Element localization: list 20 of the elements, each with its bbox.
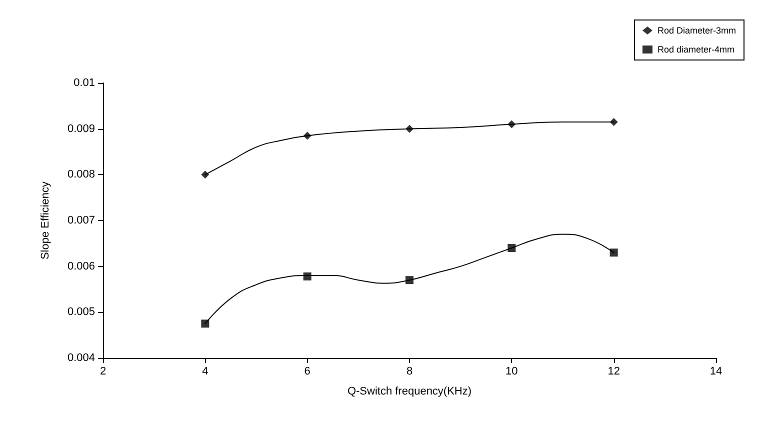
- point: [610, 248, 618, 257]
- x-tick-label: 14: [710, 366, 722, 378]
- y-tick-label: 0.005: [67, 306, 95, 318]
- x-tick-label: 10: [506, 366, 518, 378]
- x-tick-label: 2: [100, 366, 106, 378]
- y-tick-label: 0.006: [67, 260, 95, 272]
- legend-label: Rod diameter-4mm: [657, 44, 735, 54]
- y-tick-label: 0.01: [74, 77, 95, 89]
- legend-label: Rod Diameter-3mm: [657, 26, 736, 36]
- y-axis-title: Slope Efficiency: [40, 180, 52, 260]
- x-axis-title: Q-Switch frequency(KHz): [347, 386, 472, 398]
- y-tick-label: 0.009: [67, 122, 95, 135]
- x-tick-label: 12: [608, 366, 620, 378]
- x-tick-label: 8: [406, 366, 413, 378]
- x-tick-label: 4: [202, 366, 208, 378]
- y-tick-label: 0.008: [67, 168, 95, 181]
- point: [201, 320, 210, 328]
- x-tick-label: 6: [304, 366, 310, 378]
- y-tick-label: 0.007: [67, 214, 95, 226]
- y-tick-label: 0.004: [67, 352, 95, 364]
